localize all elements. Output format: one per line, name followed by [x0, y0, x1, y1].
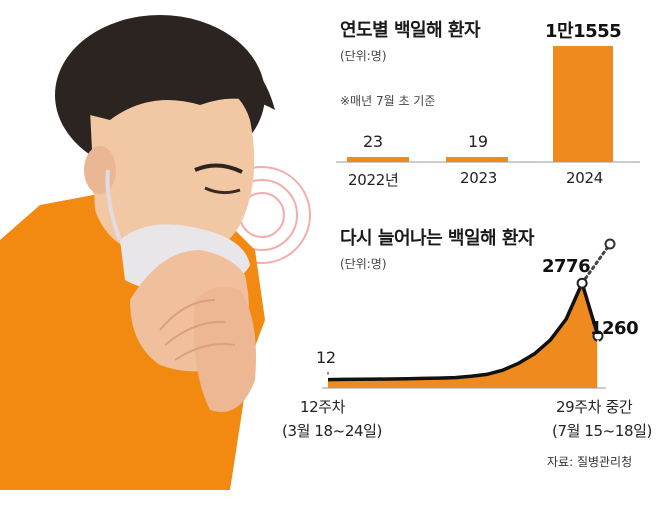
bar-chart-note: ※매년 7월 초 기준 [340, 94, 436, 108]
bar-category-label: 2023 [460, 169, 497, 187]
bar-value-label: 1만1555 [545, 21, 622, 42]
bar [553, 46, 613, 162]
area-chart-title: 다시 늘어나는 백일해 환자 [340, 228, 534, 249]
area-chart-unit: (단위:명) [340, 257, 387, 271]
x-start-label: 12주차 [300, 398, 346, 416]
bar-value-label: 23 [363, 132, 383, 151]
x-end-sublabel: (7월 15~18일) [552, 422, 652, 440]
bar-value-label: 19 [468, 132, 488, 151]
projection-point [604, 238, 616, 250]
area-annotation-start: 12 [316, 348, 336, 367]
bar-chart-title: 연도별 백일해 환자 [340, 20, 481, 41]
bar-chart-unit: (단위:명) [340, 49, 387, 63]
area-line [327, 281, 600, 382]
area-annotation-peak: 2776 [542, 256, 591, 277]
x-start-sublabel: (3월 18~24일) [282, 422, 382, 440]
bar [347, 157, 409, 162]
bar [446, 157, 508, 162]
projection-line [580, 242, 612, 285]
area-annotation-last: 1260 [590, 318, 639, 339]
bar-category-label: 2024 [566, 169, 603, 187]
area-fill [328, 283, 598, 388]
x-end-label: 29주차 중간 [556, 398, 633, 416]
peak-point [576, 277, 588, 289]
bar-category-label: 2022년 [348, 171, 399, 189]
source-note: 자료: 질병관리청 [547, 455, 633, 469]
